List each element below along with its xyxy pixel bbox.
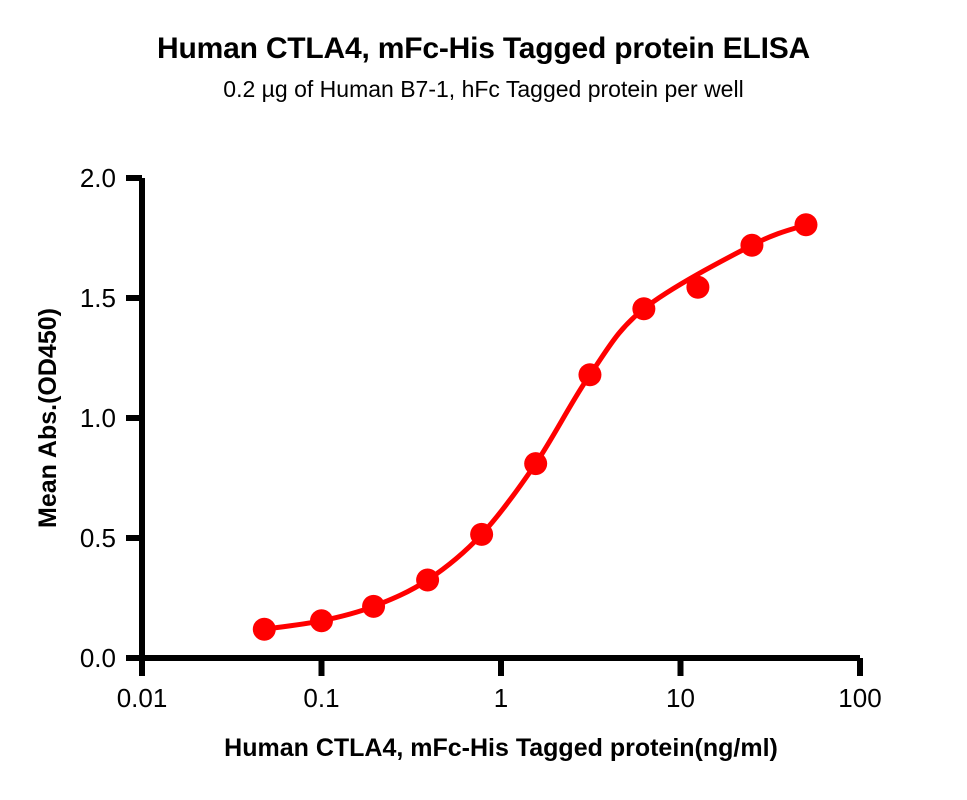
data-point: [794, 213, 818, 237]
chart-header: Human CTLA4, mFc-His Tagged protein ELIS…: [0, 32, 967, 102]
x-axis-title: Human CTLA4, mFc-His Tagged protein(ng/m…: [224, 734, 778, 762]
y-axis-title: Mean Abs.(OD450): [34, 308, 62, 528]
data-point: [686, 275, 710, 299]
data-point: [578, 363, 602, 387]
x-tick-label: 0.01: [117, 683, 168, 713]
data-point: [740, 233, 764, 257]
y-axis-ticks: 0.0 0.5 1.0 1.5 2.0: [80, 163, 142, 673]
x-tick-label: 1: [494, 683, 508, 713]
x-tick-label: 100: [838, 683, 881, 713]
data-point: [524, 452, 548, 476]
x-tick-label: 0.1: [303, 683, 339, 713]
chart-subtitle: 0.2 µg of Human B7-1, hFc Tagged protein…: [223, 75, 744, 102]
y-tick-label: 0.0: [80, 643, 116, 673]
x-axis-ticks: 0.01 0.1 1 10 100: [117, 658, 882, 713]
y-tick-label: 1.0: [80, 403, 116, 433]
data-point: [310, 609, 333, 633]
y-tick-label: 0.5: [80, 523, 116, 553]
data-point: [416, 568, 440, 592]
chart-title: Human CTLA4, mFc-His Tagged protein ELIS…: [157, 32, 810, 65]
x-tick-label: 10: [666, 683, 695, 713]
data-point: [362, 594, 386, 618]
data-point: [632, 297, 656, 321]
data-point: [470, 522, 494, 546]
y-tick-label: 2.0: [80, 163, 116, 193]
y-tick-label: 1.5: [80, 283, 116, 313]
data-markers: [252, 213, 818, 641]
fit-curve: [261, 222, 809, 632]
data-point: [252, 617, 276, 641]
